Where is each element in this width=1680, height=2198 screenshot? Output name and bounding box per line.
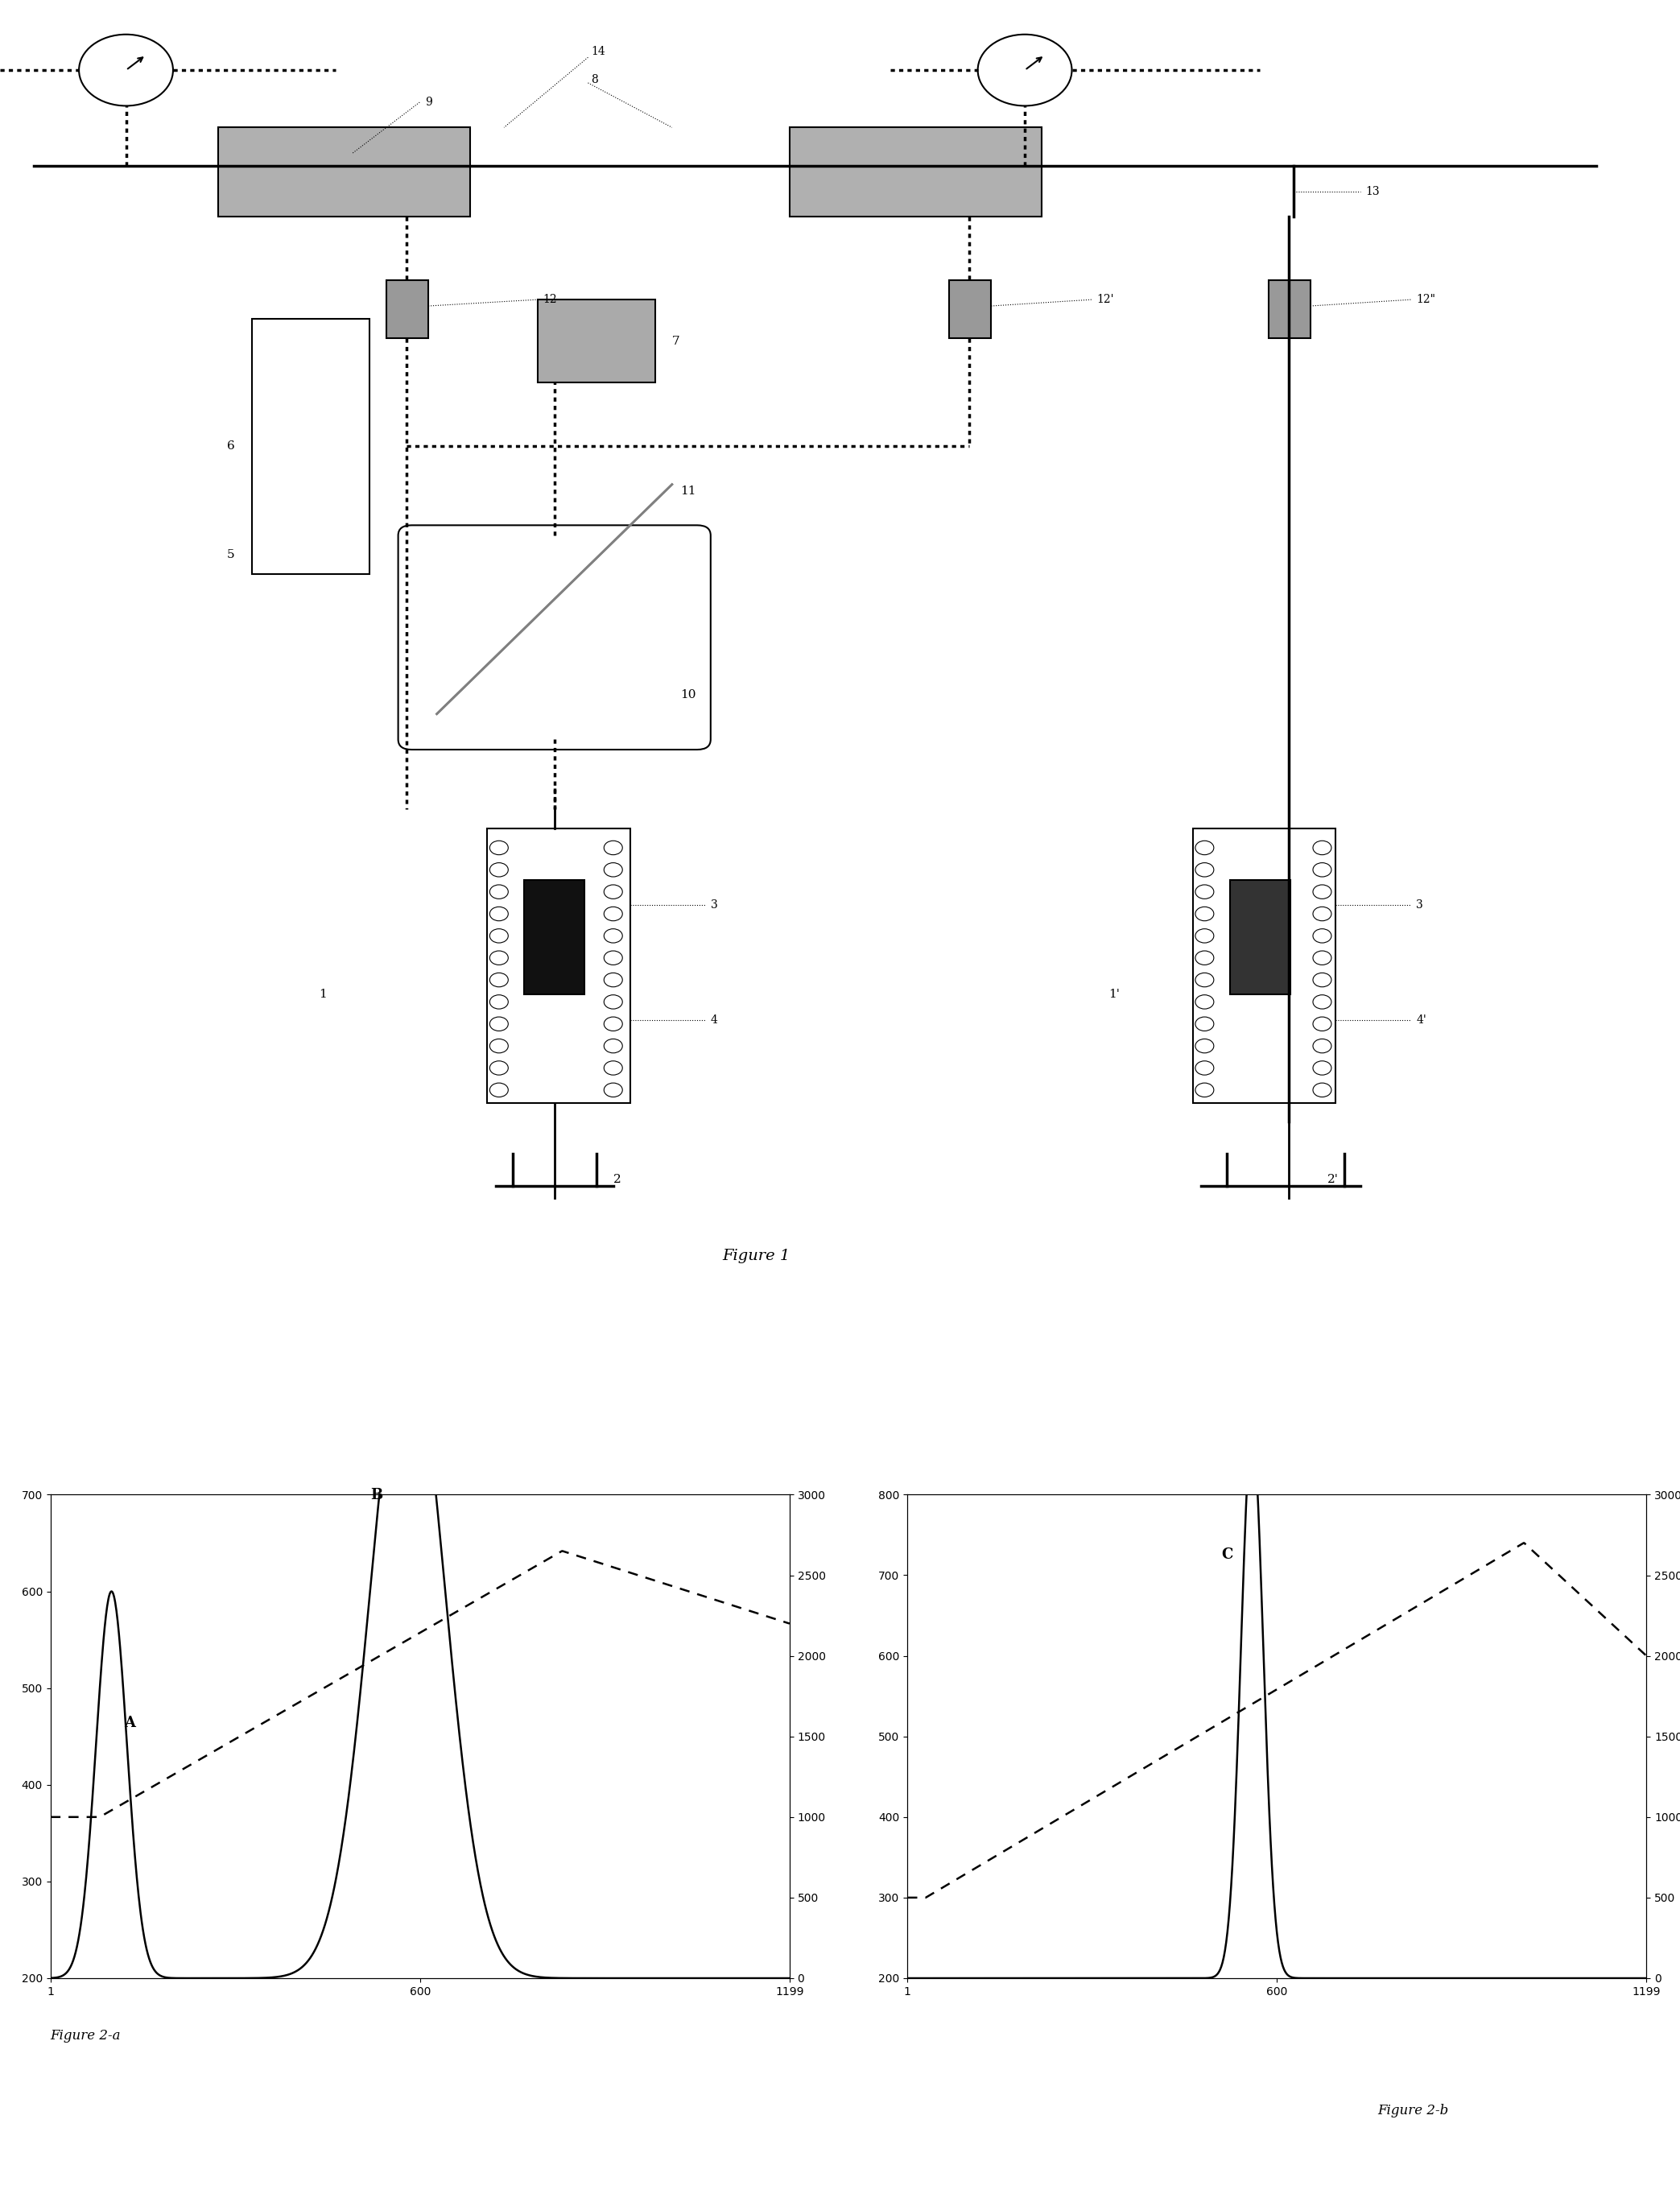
Circle shape	[1196, 864, 1213, 877]
Circle shape	[491, 886, 509, 899]
Circle shape	[1196, 1018, 1213, 1031]
Circle shape	[605, 864, 623, 877]
Circle shape	[605, 952, 623, 965]
Bar	[252, 319, 370, 574]
Circle shape	[491, 996, 509, 1009]
Text: 10: 10	[680, 690, 696, 701]
Circle shape	[605, 974, 623, 987]
Text: 4': 4'	[1416, 1013, 1426, 1026]
Circle shape	[1314, 842, 1332, 855]
Bar	[386, 281, 428, 338]
Circle shape	[605, 1084, 623, 1097]
Circle shape	[1314, 996, 1332, 1009]
Text: 5: 5	[227, 550, 235, 560]
Circle shape	[491, 1018, 509, 1031]
Circle shape	[605, 842, 623, 855]
Text: 4: 4	[711, 1013, 717, 1026]
Text: C: C	[1221, 1547, 1233, 1563]
Bar	[1193, 829, 1336, 1103]
Circle shape	[491, 864, 509, 877]
Bar	[524, 879, 585, 993]
Circle shape	[605, 908, 623, 921]
Circle shape	[1314, 952, 1332, 965]
Text: Figure 1: Figure 1	[722, 1248, 790, 1264]
Text: 14: 14	[591, 46, 606, 57]
Text: 2: 2	[613, 1174, 622, 1185]
Circle shape	[1314, 1084, 1332, 1097]
Text: Figure 2-b: Figure 2-b	[1378, 2103, 1448, 2117]
Circle shape	[1314, 1062, 1332, 1075]
Text: 6: 6	[227, 440, 235, 453]
Text: 2': 2'	[1327, 1174, 1339, 1185]
Text: 3: 3	[1416, 899, 1423, 910]
Text: 12': 12'	[1097, 295, 1114, 306]
Text: 8: 8	[591, 75, 598, 86]
Text: 12: 12	[543, 295, 556, 306]
Text: 9: 9	[425, 97, 432, 108]
Circle shape	[1196, 908, 1213, 921]
Circle shape	[491, 952, 509, 965]
Bar	[949, 281, 991, 338]
Circle shape	[491, 1062, 509, 1075]
Bar	[790, 127, 1042, 218]
Circle shape	[1314, 930, 1332, 943]
Circle shape	[1196, 1084, 1213, 1097]
Circle shape	[1196, 1040, 1213, 1053]
Text: Figure 2-a: Figure 2-a	[50, 2029, 121, 2042]
Bar	[487, 829, 630, 1103]
Bar	[538, 299, 655, 382]
Circle shape	[491, 908, 509, 921]
Text: 7: 7	[672, 336, 680, 347]
Bar	[1230, 879, 1290, 993]
Circle shape	[1196, 952, 1213, 965]
Circle shape	[491, 974, 509, 987]
Circle shape	[1196, 930, 1213, 943]
Circle shape	[1314, 1040, 1332, 1053]
Text: 1: 1	[319, 989, 328, 1000]
Circle shape	[1314, 974, 1332, 987]
Circle shape	[491, 930, 509, 943]
Text: 13: 13	[1366, 185, 1379, 198]
FancyBboxPatch shape	[398, 525, 711, 750]
Circle shape	[1196, 842, 1213, 855]
Circle shape	[1196, 974, 1213, 987]
Circle shape	[1196, 996, 1213, 1009]
Circle shape	[1196, 1062, 1213, 1075]
Text: 1': 1'	[1109, 989, 1121, 1000]
Text: B: B	[371, 1488, 383, 1503]
Circle shape	[605, 1040, 623, 1053]
Circle shape	[1196, 886, 1213, 899]
Circle shape	[1314, 886, 1332, 899]
Circle shape	[1314, 864, 1332, 877]
Circle shape	[605, 996, 623, 1009]
Text: A: A	[124, 1714, 134, 1730]
Bar	[1268, 281, 1310, 338]
Circle shape	[491, 842, 509, 855]
Circle shape	[491, 1084, 509, 1097]
Circle shape	[605, 1018, 623, 1031]
Circle shape	[1314, 908, 1332, 921]
Text: 11: 11	[680, 486, 696, 497]
Text: 3: 3	[711, 899, 717, 910]
Circle shape	[605, 930, 623, 943]
Circle shape	[491, 1040, 509, 1053]
Text: 12": 12"	[1416, 295, 1435, 306]
Bar	[218, 127, 470, 218]
Circle shape	[1314, 1018, 1332, 1031]
Circle shape	[605, 886, 623, 899]
Circle shape	[605, 1062, 623, 1075]
